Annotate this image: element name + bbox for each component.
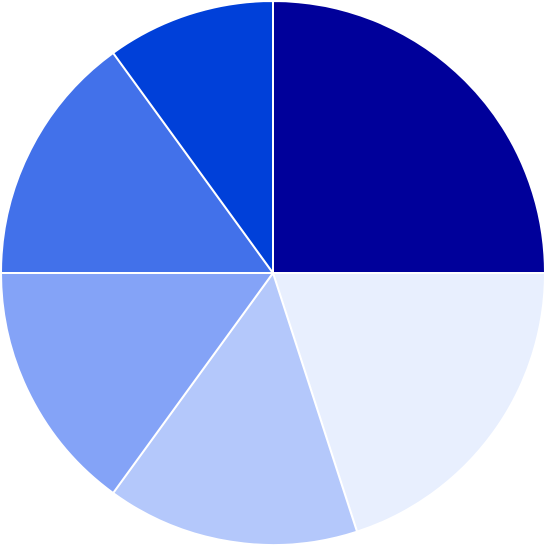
pie-slice-4	[0, 272, 274, 495]
pie-slice-6	[112, 0, 274, 274]
pie-slice-5	[0, 51, 274, 274]
pie-slice-1	[272, 0, 546, 274]
pie-slice-2	[272, 272, 546, 533]
pie-slice-3	[112, 272, 359, 546]
